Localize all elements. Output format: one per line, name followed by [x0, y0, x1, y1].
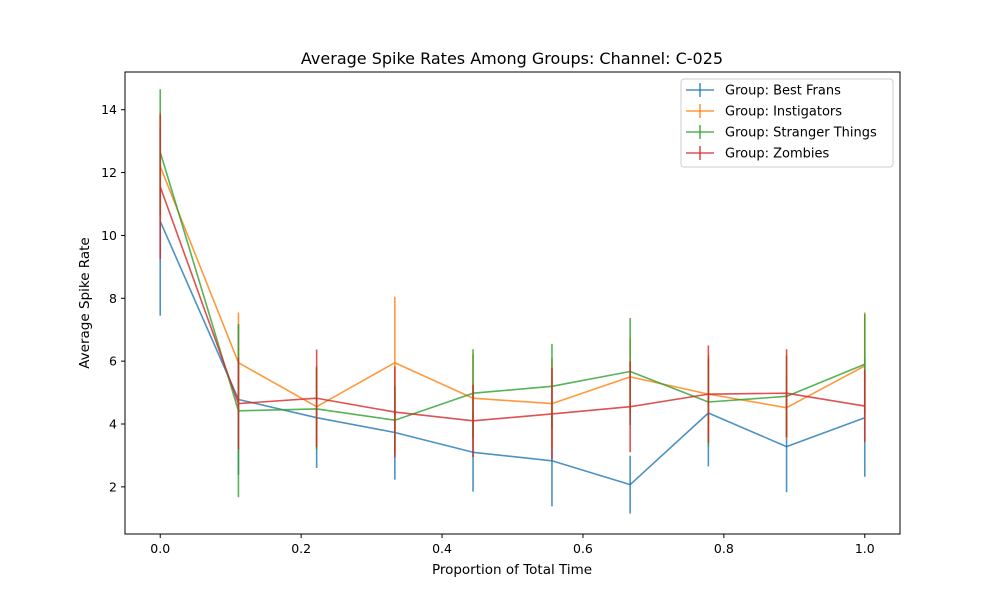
legend-label: Group: Zombies [725, 147, 829, 162]
x-tick-label: 0.0 [150, 541, 170, 556]
legend-label: Group: Best Frans [725, 84, 841, 99]
series-3 [159, 114, 866, 460]
y-tick-label: 12 [101, 165, 117, 180]
legend: Group: Best Frans Group: Instigators Group… [680, 78, 894, 168]
legend-entry: Group: Stranger Things [686, 125, 877, 141]
plot-area [159, 89, 866, 514]
x-tick-label: 0.4 [432, 541, 452, 556]
y-tick-label: 6 [109, 354, 117, 369]
x-tick-label: 0.2 [291, 541, 311, 556]
series-line [159, 186, 865, 422]
y-tick-label: 14 [101, 102, 117, 117]
series-line [159, 220, 866, 486]
legend-entry: Group: Best Frans [686, 83, 841, 99]
legend-frame [680, 78, 894, 168]
legend-label: Group: Stranger Things [725, 126, 877, 141]
series-line [159, 151, 866, 422]
series-0 [159, 127, 866, 514]
y-tick-label: 2 [109, 479, 117, 494]
x-axis: 0.0 0.2 0.4 0.6 0.8 1.0 [150, 534, 875, 556]
y-tick-label: 4 [109, 417, 117, 432]
x-axis-label: Proportion of Total Time [432, 562, 592, 578]
y-axis-label: Average Spike Rate [77, 237, 93, 369]
x-tick-label: 1.0 [855, 541, 875, 556]
legend-entry: Group: Zombies [686, 146, 829, 162]
legend-label: Group: Instigators [725, 105, 842, 120]
y-tick-label: 10 [101, 228, 117, 243]
x-tick-label: 0.8 [714, 541, 734, 556]
y-axis: 2 4 6 8 10 12 14 [101, 102, 125, 494]
plot-frame [124, 71, 901, 535]
y-tick-label: 8 [109, 291, 117, 306]
x-tick-label: 0.6 [573, 541, 593, 556]
series-line [159, 165, 866, 409]
legend-entry: Group: Instigators [686, 104, 842, 120]
chart-title: Average Spike Rates Among Groups: Channe… [301, 49, 723, 68]
